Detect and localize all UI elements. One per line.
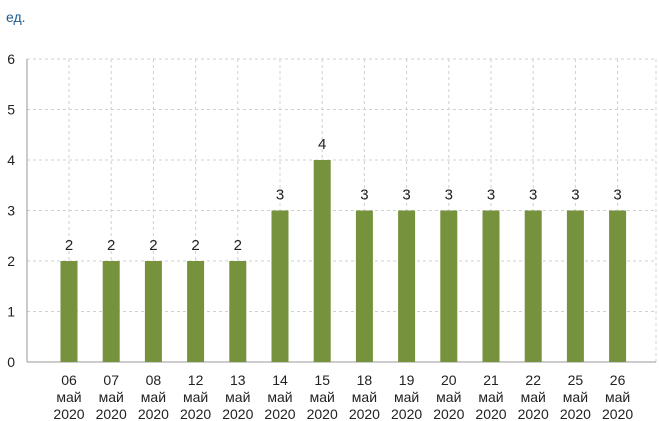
y-tick-label: 2: [7, 253, 15, 269]
x-tick-label-line: 2020: [222, 406, 253, 421]
bars: [60, 160, 627, 362]
grid-lines: [27, 58, 657, 362]
x-tick-label: 21 май 2020: [475, 372, 506, 421]
x-tick-label-line: 2020: [53, 406, 84, 421]
x-tick-label-line: 25: [568, 372, 584, 388]
bar: [524, 210, 542, 362]
x-tick-label-line: май: [521, 389, 546, 405]
x-tick-label-line: 14: [272, 372, 288, 388]
data-label: 2: [234, 237, 242, 254]
x-tick-label-line: 2020: [602, 406, 633, 421]
bar: [229, 261, 247, 362]
x-tick-label-line: 21: [483, 372, 499, 388]
x-tick-label-line: май: [310, 389, 335, 405]
y-tick-label: 1: [7, 304, 15, 320]
y-axis-ticks: 0 1 2 3 4 5 6: [7, 51, 15, 370]
x-tick-label-line: 2020: [560, 406, 591, 421]
bar: [313, 160, 331, 362]
x-tick-label: 07 май 2020: [96, 372, 127, 421]
bar: [144, 261, 162, 362]
bar: [102, 261, 120, 362]
x-tick-label-line: 13: [230, 372, 246, 388]
x-tick-label: 06 май 2020: [53, 372, 84, 421]
x-tick-label-line: 2020: [433, 406, 464, 421]
x-tick-label-line: 19: [399, 372, 415, 388]
data-label: 2: [107, 237, 115, 254]
bar: [440, 210, 458, 362]
bar: [60, 261, 78, 362]
data-label: 2: [191, 237, 199, 254]
x-tick-label-line: май: [394, 389, 419, 405]
x-tick-label: 13 май 2020: [222, 372, 253, 421]
y-tick-label: 5: [7, 102, 15, 118]
x-tick-label-line: 2020: [138, 406, 169, 421]
data-label: 3: [487, 187, 495, 204]
x-tick-label-line: май: [478, 389, 503, 405]
x-tick-label-line: май: [141, 389, 166, 405]
y-tick-label: 0: [7, 354, 15, 370]
x-tick-label-line: 2020: [518, 406, 549, 421]
x-tick-label-line: 2020: [391, 406, 422, 421]
x-tick-label-line: 2020: [264, 406, 295, 421]
data-label: 2: [149, 237, 157, 254]
bar: [187, 261, 205, 362]
x-tick-label-line: 06: [61, 372, 77, 388]
x-tick-label-line: 15: [314, 372, 330, 388]
x-tick-label: 12 май 2020: [180, 372, 211, 421]
x-tick-label-line: 2020: [180, 406, 211, 421]
bar: [566, 210, 584, 362]
x-tick-label: 15 май 2020: [307, 372, 338, 421]
data-label: 2: [65, 237, 73, 254]
x-tick-label-line: май: [605, 389, 630, 405]
x-tick-label-line: 22: [525, 372, 541, 388]
x-tick-label-line: 12: [188, 372, 204, 388]
data-labels: 2 2 2 2 2 3 4 3 3 3 3 3 3 3: [65, 136, 622, 254]
axes: [26, 59, 656, 363]
x-tick-label-line: май: [99, 389, 124, 405]
x-tick-label-line: 18: [357, 372, 373, 388]
x-tick-label: 20 май 2020: [433, 372, 464, 421]
bar: [271, 210, 289, 362]
x-tick-label: 19 май 2020: [391, 372, 422, 421]
x-tick-label-line: май: [183, 389, 208, 405]
x-tick-label-line: 2020: [349, 406, 380, 421]
data-label: 3: [529, 187, 537, 204]
x-tick-label: 18 май 2020: [349, 372, 380, 421]
x-tick-label-line: май: [225, 389, 250, 405]
x-tick-label-line: 26: [610, 372, 626, 388]
data-label: 3: [613, 187, 621, 204]
x-tick-label: 22 май 2020: [518, 372, 549, 421]
x-tick-label: 26 май 2020: [602, 372, 633, 421]
x-tick-label-line: май: [56, 389, 81, 405]
data-label: 3: [360, 187, 368, 204]
data-label: 3: [402, 187, 410, 204]
bar: [482, 210, 500, 362]
x-tick-label-line: 08: [146, 372, 162, 388]
x-tick-label-line: 2020: [307, 406, 338, 421]
x-tick-label-line: 07: [103, 372, 119, 388]
y-tick-label: 4: [7, 152, 15, 168]
x-tick-label-line: 2020: [96, 406, 127, 421]
data-label: 3: [276, 187, 284, 204]
x-tick-label-line: 2020: [475, 406, 506, 421]
x-tick-label: 14 май 2020: [264, 372, 295, 421]
x-tick-label-line: май: [436, 389, 461, 405]
y-unit-label: ед.: [6, 9, 26, 25]
x-tick-label-line: 20: [441, 372, 457, 388]
x-tick-label: 25 май 2020: [560, 372, 591, 421]
y-tick-label: 6: [7, 51, 15, 67]
x-tick-label-line: май: [563, 389, 588, 405]
x-tick-label-line: май: [267, 389, 292, 405]
bar: [355, 210, 373, 362]
data-label: 3: [445, 187, 453, 204]
bar: [398, 210, 416, 362]
x-tick-label: 08 май 2020: [138, 372, 169, 421]
x-tick-label-line: май: [352, 389, 377, 405]
bar: [609, 210, 627, 362]
y-tick-label: 3: [7, 203, 15, 219]
data-label: 3: [571, 187, 579, 204]
data-label: 4: [318, 136, 326, 153]
